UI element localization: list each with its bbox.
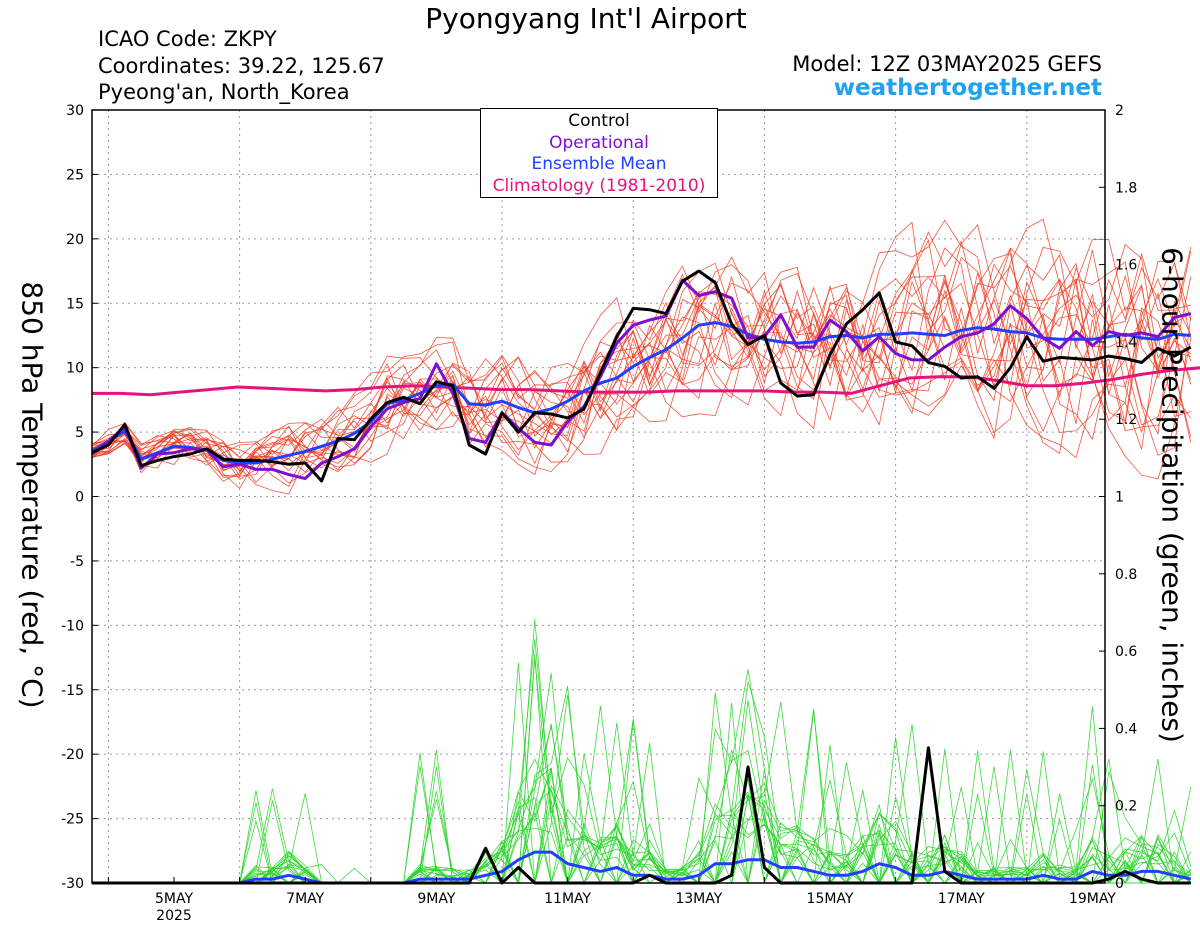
icao-code: ICAO Code: ZKPY [98,27,277,51]
temp-member-line [91,238,1192,481]
temp-member-line [91,250,1192,495]
precip-member-line [92,673,1192,884]
y-tick-label: -20 [61,747,84,763]
y-tick-label: -25 [61,812,84,828]
legend-operational: Operational [549,132,649,153]
legend-climatology: Climatology (1981-2010) [492,175,706,196]
y2-tick-label: 1 [1115,490,1124,506]
site-link[interactable]: weathertogether.net [833,75,1102,101]
y-tick-label: -15 [61,683,84,699]
precip-member-line [92,653,1192,884]
legend-mean: Ensemble Mean [531,154,667,174]
y2-tick-label: 0 [1115,876,1124,892]
y2-tick-label: 1.4 [1115,335,1137,351]
y-axis-label-left: 850 hPa Temperature (red, °C) [15,281,49,709]
location: Pyeong'an, North_Korea [98,80,350,104]
x-tick-label: 7MAY [286,891,324,907]
temp-member-line [91,263,1191,465]
y-axis-label-right: 6-hour Precipitation (green, inches) [1155,247,1189,743]
y2-tick-label: 0.4 [1115,721,1137,737]
precip-member-line [92,619,1192,884]
y-tick-label: 20 [66,232,84,248]
mean-temp-line [91,321,1191,465]
x-year-label: 2025 [156,908,192,924]
model-run: Model: 12Z 03MAY2025 GEFS [792,52,1102,76]
control-temp-line [91,269,1192,483]
temp-member-line [91,256,1192,474]
x-tick-label: 5MAY [155,891,193,907]
precip-member-line [92,725,1192,885]
operational-temp-line [91,278,1192,480]
y2-tick-label: 0.6 [1115,644,1137,660]
precip-member-line [92,659,1191,885]
y2-tick-label: 0.2 [1115,799,1137,815]
legend-control: Control [568,111,630,131]
precip-member-line [92,767,1192,884]
temp-member-line [91,218,1192,471]
y-tick-label: 25 [66,167,84,183]
x-tick-label: 11MAY [544,891,591,907]
temp-member-line [91,224,1191,472]
y2-tick-label: 2 [1115,103,1124,119]
main-series [91,269,1200,885]
mean-precip-line [92,850,1192,885]
x-tick-label: 17MAY [938,891,985,907]
chart-title: Pyongyang Int'l Airport [425,2,747,35]
y-tick-label: -30 [61,876,84,892]
precip-member-line [92,694,1192,884]
precip-member-line [92,700,1191,885]
temp-member-line [91,239,1192,477]
y-tick-label: 10 [66,361,84,377]
y2-tick-label: 1.8 [1115,180,1137,196]
y-tick-label: -5 [70,554,84,570]
y-tick-label: 5 [75,425,84,441]
x-tick-label: 13MAY [675,891,722,907]
temp-member-line [91,221,1192,473]
temp-member-line [91,252,1192,483]
y-tick-label: 30 [66,103,84,119]
y-tick-label: 0 [75,490,84,506]
x-tick-label: 15MAY [807,891,854,907]
grid-lines [92,110,1105,883]
axes: 302520151050-5-10-15-20-25-3021.81.61.41… [61,103,1137,924]
y2-tick-label: 1.6 [1115,258,1137,274]
y2-tick-label: 1.2 [1115,412,1137,428]
coordinates: Coordinates: 39.22, 125.67 [98,54,385,78]
y-tick-label: 15 [66,296,84,312]
x-tick-label: 9MAY [417,891,455,907]
legend: Control Operational Ensemble Mean Climat… [480,108,718,198]
x-tick-label: 19MAY [1069,891,1116,907]
precip-member-line [92,686,1192,885]
temp-member-line [91,247,1192,489]
y-tick-label: -10 [61,618,84,634]
climatology-line [92,366,1200,397]
temp-member-line [91,219,1192,473]
y2-tick-label: 0.8 [1115,567,1137,583]
